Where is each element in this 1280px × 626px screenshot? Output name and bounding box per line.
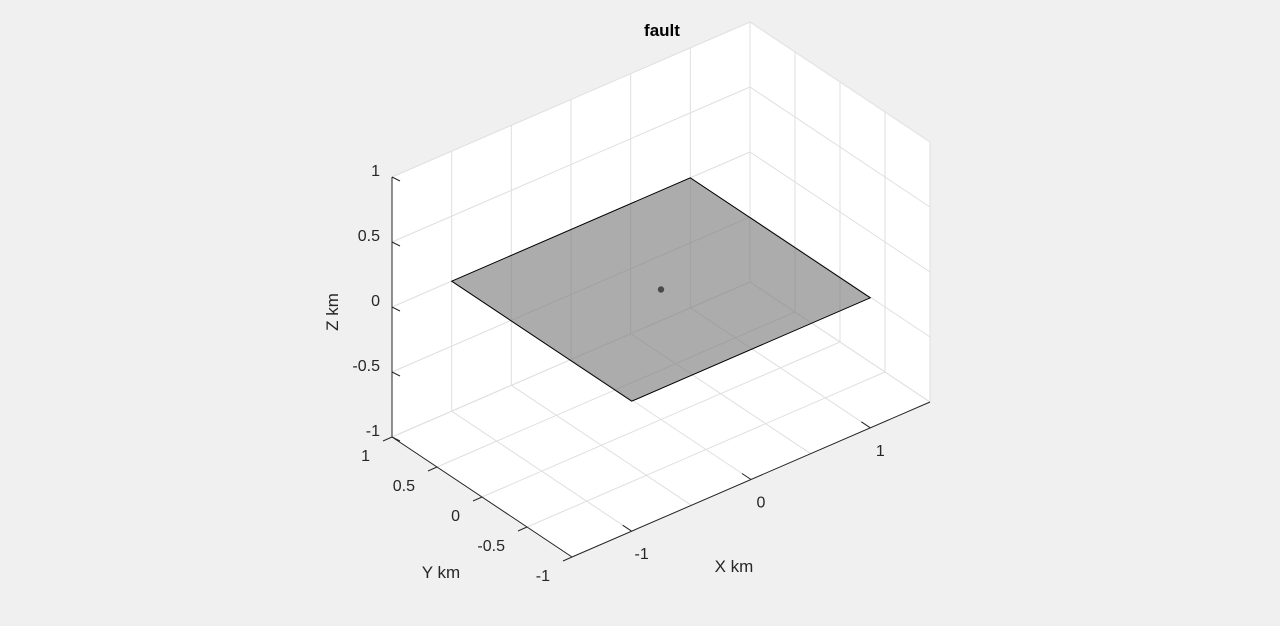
chart-title: fault bbox=[644, 21, 680, 40]
fault-center-point bbox=[657, 286, 665, 293]
tick-labels: -1 0 1 -1 -0.5 0 0.5 1 -1 -0.5 0 0.5 1 bbox=[352, 163, 884, 585]
z-tick bbox=[391, 176, 401, 182]
x-tick-label: -1 bbox=[635, 546, 649, 563]
x-tick-label: 1 bbox=[876, 443, 885, 460]
z-axis-label: Z km bbox=[323, 293, 342, 331]
y-tick bbox=[517, 526, 528, 532]
z-tick-label: 1 bbox=[371, 163, 380, 180]
x-tick bbox=[622, 524, 632, 532]
y-tick-label: -0.5 bbox=[477, 538, 505, 555]
z-tick bbox=[391, 436, 401, 442]
z-gridline-sidewall bbox=[749, 151, 931, 273]
y-axis-label: Y km bbox=[422, 563, 460, 582]
y-tick bbox=[562, 556, 573, 562]
x-tick-label: 0 bbox=[757, 495, 766, 512]
y-tick bbox=[382, 436, 393, 442]
z-gridline-backwall bbox=[391, 21, 751, 178]
z-tick-label: -1 bbox=[366, 423, 380, 440]
y-gridline-floor bbox=[481, 341, 841, 498]
y-tick bbox=[427, 466, 438, 472]
z-tick-label: -0.5 bbox=[352, 358, 380, 375]
z-gridline-backwall bbox=[391, 86, 751, 243]
z-tick bbox=[391, 241, 401, 247]
x-tick bbox=[861, 421, 871, 429]
y-tick bbox=[472, 496, 483, 502]
y-tick-label: 1 bbox=[361, 448, 370, 465]
tick-marks bbox=[382, 176, 871, 562]
z-tick-label: 0 bbox=[371, 293, 380, 310]
z-tick-label: 0.5 bbox=[358, 228, 380, 245]
x-tick bbox=[741, 473, 752, 480]
y-tick-label: 0 bbox=[451, 508, 460, 525]
z-gridline-sidewall bbox=[749, 21, 931, 143]
y-tick-label: 0.5 bbox=[393, 478, 415, 495]
z-gridline-sidewall bbox=[749, 86, 931, 208]
y-tick-label: -1 bbox=[536, 568, 550, 585]
points-layer bbox=[657, 286, 665, 293]
z-tick bbox=[391, 371, 401, 377]
x-axis-label: X km bbox=[715, 557, 754, 576]
y-gridline-floor bbox=[526, 371, 886, 528]
z-tick bbox=[391, 306, 401, 312]
